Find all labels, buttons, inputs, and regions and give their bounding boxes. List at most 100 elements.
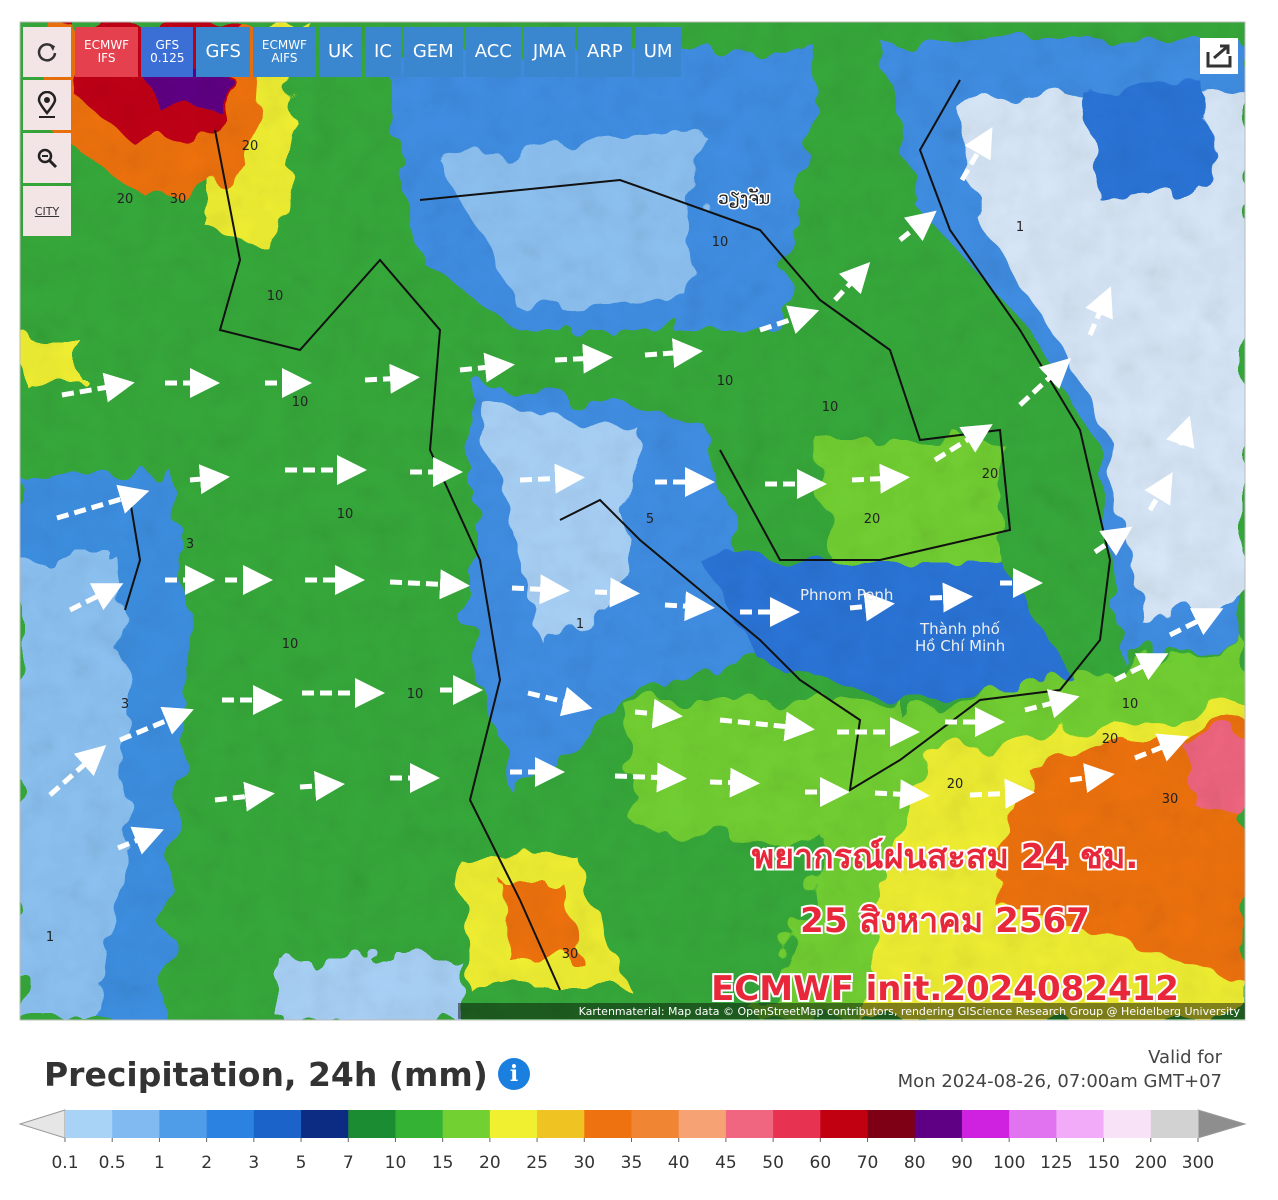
- model-button[interactable]: GFS: [196, 27, 250, 77]
- model-button[interactable]: ACC: [465, 27, 521, 77]
- colorbar-tick-label: 0.5: [99, 1153, 126, 1173]
- wind-arrow: [1093, 526, 1133, 556]
- wind-arrow: [1134, 733, 1189, 762]
- colorbar-segment: [65, 1110, 113, 1138]
- colorbar-segment: [1150, 1110, 1199, 1138]
- overlay-line: 25 สิงหาคม 2567: [800, 901, 1090, 941]
- locate-icon: [37, 91, 57, 118]
- colorbar-segment: [725, 1110, 774, 1138]
- wind-arrow: [1018, 357, 1072, 407]
- refresh-button[interactable]: [23, 27, 71, 77]
- contour-label: 30: [1162, 792, 1179, 807]
- contour-label: 20: [117, 192, 134, 207]
- colorbar-tick-label: 80: [904, 1153, 926, 1173]
- attribution-bg: [458, 1003, 1245, 1019]
- contour-label: 3: [121, 697, 129, 712]
- model-button[interactable]: ECMWF IFS: [75, 27, 139, 77]
- wind-arrow: [959, 126, 993, 182]
- valid-time: Mon 2024-08-26, 07:00am GMT+07: [897, 1071, 1222, 1092]
- contour-label: 10: [1122, 697, 1139, 712]
- map: [20, 22, 1245, 1020]
- colorbar-tick-label: 0.1: [51, 1153, 78, 1173]
- contour-label: 10: [282, 637, 299, 652]
- wind-arrow: [511, 574, 570, 605]
- wind-arrow: [929, 582, 973, 613]
- wind-arrow: [933, 424, 993, 463]
- colorbar-low: [18, 1109, 66, 1139]
- model-button[interactable]: ECMWF AIFS: [252, 27, 316, 77]
- contour-label: 20: [982, 467, 999, 482]
- colorbar-tick-label: 30: [573, 1153, 595, 1173]
- wind-arrow: [969, 778, 1035, 809]
- colorbar-tick-label: 10: [385, 1153, 407, 1173]
- refresh-icon: [37, 43, 57, 62]
- wind-arrow: [1085, 286, 1113, 336]
- model-button[interactable]: JMA: [523, 27, 575, 77]
- model-button[interactable]: UK: [318, 27, 362, 77]
- overlay-line: ECMWF init.2024082412: [711, 969, 1179, 1009]
- wind-arrow: [119, 706, 194, 743]
- colorbar-segment: [820, 1110, 869, 1138]
- wind-arrow: [459, 352, 515, 383]
- share-icon[interactable]: [1200, 38, 1238, 74]
- colorbar-segment: [537, 1110, 585, 1138]
- wind-arrow: [214, 781, 275, 812]
- colorbar-segment: [1009, 1110, 1057, 1138]
- wind-arrow: [614, 762, 687, 793]
- wind-arrow: [874, 779, 930, 810]
- contour-label: 30: [170, 192, 187, 207]
- zoom-button[interactable]: [23, 133, 71, 183]
- wind-arrow: [299, 771, 345, 801]
- info-button[interactable]: i: [498, 1058, 530, 1090]
- contour-label: 1: [576, 617, 584, 632]
- model-button[interactable]: GEM: [403, 27, 463, 77]
- colorbar-tick-label: 90: [951, 1153, 973, 1173]
- model-button[interactable]: IC: [364, 27, 401, 77]
- model-button[interactable]: GFS 0.125: [141, 27, 194, 77]
- model-label: ECMWF: [84, 38, 130, 52]
- model-sublabel: AIFS: [271, 51, 298, 65]
- model-button[interactable]: ARP: [578, 27, 632, 77]
- wind-arrow: [1144, 472, 1173, 512]
- colorbar-tick-label: 2: [201, 1153, 212, 1173]
- locate-button[interactable]: [23, 80, 71, 130]
- colorbar-segment: [867, 1110, 916, 1138]
- coastlines: [124, 79, 1112, 991]
- colorbar-tick-label: 7: [343, 1153, 354, 1173]
- colorbar-tick-label: 70: [857, 1153, 879, 1173]
- model-button[interactable]: UM: [634, 27, 682, 77]
- wind-arrow: [519, 463, 585, 494]
- wind-arrow: [664, 591, 715, 622]
- contour-label: 5: [646, 512, 654, 527]
- overlay-line: พยากรณ์ฝนสะสม 24 ชม.: [752, 837, 1139, 877]
- model-label: ECMWF: [261, 38, 307, 52]
- colorbar-high: [1197, 1109, 1247, 1139]
- wind-arrow: [389, 569, 470, 600]
- model-sublabel: IFS: [97, 51, 116, 65]
- colorbar-tick-label: 3: [248, 1153, 259, 1173]
- contour-label: 10: [712, 235, 729, 250]
- wind-arrow: [554, 343, 613, 374]
- model-label: ACC: [474, 41, 512, 62]
- city-toggle[interactable]: CITY: [23, 186, 71, 236]
- colorbar-segment: [961, 1110, 1010, 1138]
- colorbar-segment: [631, 1110, 680, 1138]
- colorbar-segment: [159, 1110, 208, 1138]
- contour-label: 10: [337, 507, 354, 522]
- colorbar-tick-label: 25: [526, 1153, 548, 1173]
- wind-arrow: [48, 745, 107, 797]
- colorbar-segment: [678, 1110, 727, 1138]
- colorbar-segment: [1103, 1110, 1152, 1138]
- place-label: ວຽງຈັນ: [718, 187, 770, 209]
- colorbar-tick-label: 300: [1182, 1153, 1214, 1173]
- contour-label: 1: [46, 930, 54, 945]
- wind-arrow: [644, 338, 703, 369]
- colorbar-segment: [584, 1110, 632, 1138]
- contour-label: 20: [947, 777, 964, 792]
- place-label: Phnom Penh: [800, 586, 893, 604]
- colorbar-tick-label: 40: [668, 1153, 690, 1173]
- contour-label: 1: [1016, 220, 1024, 235]
- colorbar: 0.1 0.5 1 2 3 5 7 10 15 20 25 30 35 40 45 50 60 70 80 90 100…: [18, 1109, 1247, 1173]
- contour-label: 3: [186, 537, 194, 552]
